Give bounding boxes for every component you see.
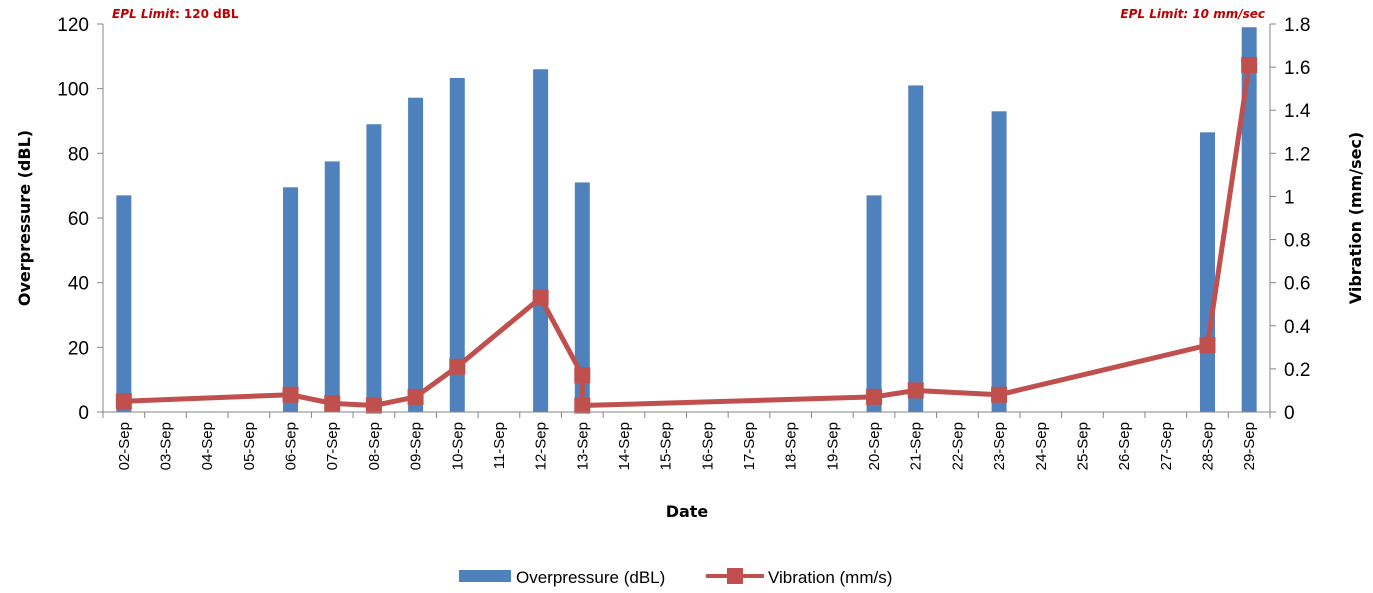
x-tick-label: 05-Sep	[241, 422, 258, 470]
overpressure-bar	[1199, 132, 1215, 413]
x-tick-label: 16-Sep	[699, 422, 716, 470]
x-tick-label: 19-Sep	[824, 422, 841, 470]
vibration-marker	[324, 395, 341, 412]
x-tick-label: 09-Sep	[408, 422, 425, 470]
vibration-marker	[1199, 337, 1216, 354]
x-tick-label: 23-Sep	[991, 422, 1008, 470]
x-tick-label: 06-Sep	[283, 422, 300, 470]
y-tick-left-label: 100	[57, 80, 89, 101]
vibration-marker	[282, 386, 299, 403]
y-tick-right-label: 1.8	[1284, 15, 1310, 36]
overpressure-bar	[533, 69, 549, 413]
y-axis-right-title: Vibration (mm/sec)	[1346, 132, 1365, 304]
left-axis-ticks: 0 20 40 60 80 100 120	[57, 15, 103, 424]
y-tick-left-label: 40	[68, 274, 89, 295]
right-axis-ticks: 0 0.2 0.4 0.6 0.8 1 1.2 1.4 1.6 1.8	[1270, 15, 1311, 424]
legend-line-marker	[727, 568, 743, 584]
x-tick-label: 20-Sep	[866, 422, 883, 470]
x-tick-label: 26-Sep	[1116, 422, 1133, 470]
vibration-marker	[365, 397, 382, 414]
overpressure-bars	[116, 27, 1257, 413]
overpressure-bar	[1241, 27, 1257, 412]
x-tick-label: 27-Sep	[1158, 422, 1175, 470]
y-tick-right-label: 0	[1284, 403, 1295, 424]
legend-bar-swatch	[459, 570, 511, 582]
y-tick-left-label: 20	[68, 338, 89, 359]
vibration-marker	[449, 358, 466, 375]
annotation-left-prefix: EPL Limit	[112, 7, 176, 21]
x-tick-label: 07-Sep	[324, 422, 341, 470]
y-tick-right-label: 1.2	[1284, 144, 1310, 165]
x-tick-label: 12-Sep	[533, 422, 550, 470]
y-tick-left-label: 60	[68, 209, 89, 230]
vibration-marker	[866, 388, 883, 405]
vibration-marker	[574, 397, 591, 414]
x-tick-label: 17-Sep	[741, 422, 758, 470]
vibration-marker	[532, 289, 549, 306]
overpressure-bar	[991, 111, 1007, 413]
legend: Overpressure (dBL) Vibration (mm/s)	[459, 568, 892, 587]
vibration-marker	[907, 382, 924, 399]
x-tick-label: 02-Sep	[116, 422, 133, 470]
y-tick-right-label: 0.6	[1284, 274, 1310, 295]
overpressure-bar	[866, 195, 882, 412]
vibration-marker	[991, 386, 1008, 403]
overpressure-bar	[366, 124, 382, 412]
y-tick-right-label: 1.4	[1284, 101, 1311, 122]
overpressure-bar	[116, 195, 132, 412]
overpressure-bar	[908, 85, 924, 412]
annotation-left: EPL Limit: 120 dBL	[112, 7, 239, 21]
x-tick-label: 25-Sep	[1074, 422, 1091, 470]
overpressure-bar	[283, 187, 299, 412]
x-tick-label: 10-Sep	[449, 422, 466, 470]
x-axis-title: Date	[666, 502, 709, 521]
vibration-marker	[115, 393, 132, 410]
x-tick-label: 04-Sep	[199, 422, 216, 470]
vibration-markers	[115, 56, 1258, 414]
overpressure-bar	[574, 182, 590, 412]
x-tick-label: 22-Sep	[949, 422, 966, 470]
x-tick-label: 15-Sep	[658, 422, 675, 470]
annotation-left-suffix: : 120 dBL	[175, 7, 239, 21]
axes	[102, 24, 1271, 413]
annotation-right: EPL Limit: 10 mm/sec	[1120, 7, 1265, 21]
y-axis-left-title: Overpressure (dBL)	[15, 130, 34, 306]
overpressure-bar	[408, 97, 424, 412]
y-tick-right-label: 1.6	[1284, 58, 1310, 79]
x-tick-label: 24-Sep	[1033, 422, 1050, 470]
x-tick-label: 18-Sep	[783, 422, 800, 470]
x-axis-ticks: 02-Sep 03-Sep 04-Sep 05-Sep 06-Sep 07-Sep 08-S…	[102, 412, 1271, 470]
vibration-marker	[407, 388, 424, 405]
y-tick-right-label: 1	[1284, 187, 1295, 208]
x-tick-label: 11-Sep	[491, 422, 508, 469]
y-tick-left-label: 120	[57, 15, 89, 36]
y-tick-right-label: 0.4	[1284, 317, 1311, 338]
x-tick-label: 03-Sep	[158, 422, 175, 470]
x-tick-label: 14-Sep	[616, 422, 633, 470]
x-tick-label: 29-Sep	[1241, 422, 1258, 470]
x-tick-label: 08-Sep	[366, 422, 383, 470]
legend-line-label: Vibration (mm/s)	[768, 568, 892, 587]
y-tick-left-label: 80	[68, 144, 89, 165]
overpressure-bar	[449, 77, 465, 412]
legend-bar-label: Overpressure (dBL)	[516, 568, 665, 587]
x-tick-label: 28-Sep	[1199, 422, 1216, 470]
overpressure-bar	[324, 161, 340, 412]
vibration-marker	[574, 367, 591, 384]
y-tick-left-label: 0	[78, 403, 89, 424]
x-tick-label: 21-Sep	[908, 422, 925, 470]
x-tick-label: 13-Sep	[574, 422, 591, 470]
y-tick-right-label: 0.8	[1284, 231, 1310, 252]
vibration-marker	[1241, 56, 1258, 73]
y-tick-right-label: 0.2	[1284, 360, 1310, 381]
